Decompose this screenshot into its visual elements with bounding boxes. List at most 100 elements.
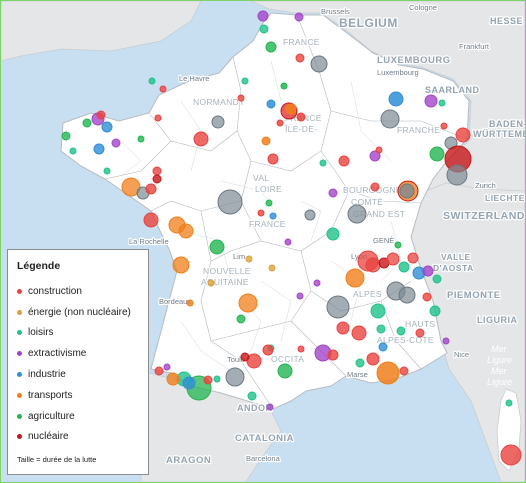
marker-construction[interactable] [152,166,162,176]
marker-construction[interactable] [143,212,159,228]
marker-extractivisme[interactable] [294,12,304,22]
marker-industrie-gray[interactable] [398,286,416,304]
marker-extractivisme[interactable] [424,94,438,108]
marker-agriculture[interactable] [265,199,273,207]
marker-construction[interactable] [336,321,350,335]
marker-construction[interactable] [415,328,425,338]
marker-industrie-gray[interactable] [217,189,243,215]
marker-loisirs[interactable] [259,24,269,34]
marker-industrie[interactable] [93,143,105,155]
marker-transports[interactable] [261,136,271,146]
marker-agriculture[interactable] [265,41,277,53]
marker-industrie-gray[interactable] [326,295,350,319]
marker-construction[interactable] [295,53,305,63]
marker-construction[interactable] [375,146,383,154]
marker-construction[interactable] [500,444,522,466]
marker-transports[interactable] [238,293,258,313]
marker-loisirs[interactable] [398,261,410,273]
marker-transports[interactable] [166,372,180,386]
marker-transports[interactable] [178,223,194,239]
marker-construction[interactable] [338,155,350,167]
marker-loisirs[interactable] [429,305,441,317]
marker-loisirs[interactable] [213,375,221,383]
marker-nucleaire[interactable] [152,174,162,184]
marker-loisirs[interactable] [432,274,442,284]
marker-transports[interactable] [186,299,194,307]
marker-industrie[interactable] [266,99,276,109]
marker-loisirs[interactable] [69,147,77,155]
marker-construction[interactable] [370,182,380,192]
marker-agriculture[interactable] [394,241,402,249]
marker-construction[interactable] [351,325,367,341]
marker-construction[interactable] [159,85,167,93]
marker-agriculture[interactable] [236,314,246,324]
marker-industrie-gray[interactable] [310,55,328,73]
marker-construction[interactable] [154,366,164,376]
marker-construction[interactable] [407,252,419,264]
marker-construction[interactable] [440,122,448,130]
marker-nucleaire[interactable] [240,352,250,362]
marker-industrie-gray[interactable] [380,109,400,129]
marker-industrie-gray[interactable] [446,164,468,186]
marker-construction[interactable] [422,292,432,302]
marker-agriculture[interactable] [209,239,225,255]
marker-industrie[interactable] [101,121,113,133]
marker-construction[interactable] [399,366,409,376]
marker-industrie-gray[interactable] [211,115,225,129]
marker-extractivisme[interactable] [284,238,292,246]
marker-construction[interactable] [154,114,162,122]
marker-construction[interactable] [96,110,106,120]
marker-construction[interactable] [203,375,213,385]
marker-industrie[interactable] [269,212,277,220]
marker-extractivisme[interactable] [313,279,321,287]
markers-layer[interactable] [61,10,522,466]
marker-construction[interactable] [366,352,380,366]
marker-agriculture[interactable] [137,135,145,143]
marker-extractivisme[interactable] [296,292,304,300]
marker-construction[interactable] [193,131,209,147]
marker-extractivisme[interactable] [328,188,338,198]
marker-transports[interactable] [121,177,141,197]
marker-industrie-gray[interactable] [225,367,245,387]
marker-transports[interactable] [376,361,400,385]
marker-construction[interactable] [327,349,339,361]
marker-construction[interactable] [262,344,274,356]
marker-construction[interactable] [386,252,400,266]
marker-loisirs[interactable] [396,326,406,336]
marker-construction[interactable] [257,209,265,217]
marker-loisirs[interactable] [148,77,156,85]
marker-construction[interactable] [365,257,381,273]
marker-agriculture[interactable] [82,118,92,128]
marker-loisirs[interactable] [370,303,386,319]
marker-construction[interactable] [267,153,279,165]
marker-industrie-gray[interactable] [347,204,367,224]
marker-energie[interactable] [245,255,253,263]
marker-extractivisme[interactable] [422,265,434,277]
marker-loisirs[interactable] [247,391,257,401]
marker-energie[interactable] [268,264,276,272]
marker-loisirs[interactable] [241,77,249,85]
marker-agriculture[interactable] [280,82,288,90]
marker-agriculture[interactable] [429,146,445,162]
marker-industrie-gray[interactable] [304,209,316,221]
marker-industrie[interactable] [182,376,196,390]
marker-industrie[interactable] [378,342,388,352]
marker-energie[interactable] [207,279,215,287]
marker-extractivisme[interactable] [266,403,274,411]
marker-industrie[interactable] [388,91,404,107]
marker-loisirs[interactable] [319,159,327,167]
marker-construction[interactable] [237,94,245,102]
marker-transports[interactable] [172,256,190,274]
marker-loisirs[interactable] [438,99,446,107]
marker-loisirs[interactable] [103,167,111,175]
marker-construction[interactable] [296,112,306,122]
marker-loisirs[interactable] [505,399,513,407]
marker-loisirs[interactable] [376,324,386,334]
marker-construction[interactable] [145,183,157,195]
marker-construction[interactable] [276,119,284,127]
marker-extractivisme[interactable] [163,363,171,371]
marker-industrie-gray[interactable] [399,183,415,199]
marker-extractivisme[interactable] [257,10,269,22]
marker-transports[interactable] [285,103,297,115]
